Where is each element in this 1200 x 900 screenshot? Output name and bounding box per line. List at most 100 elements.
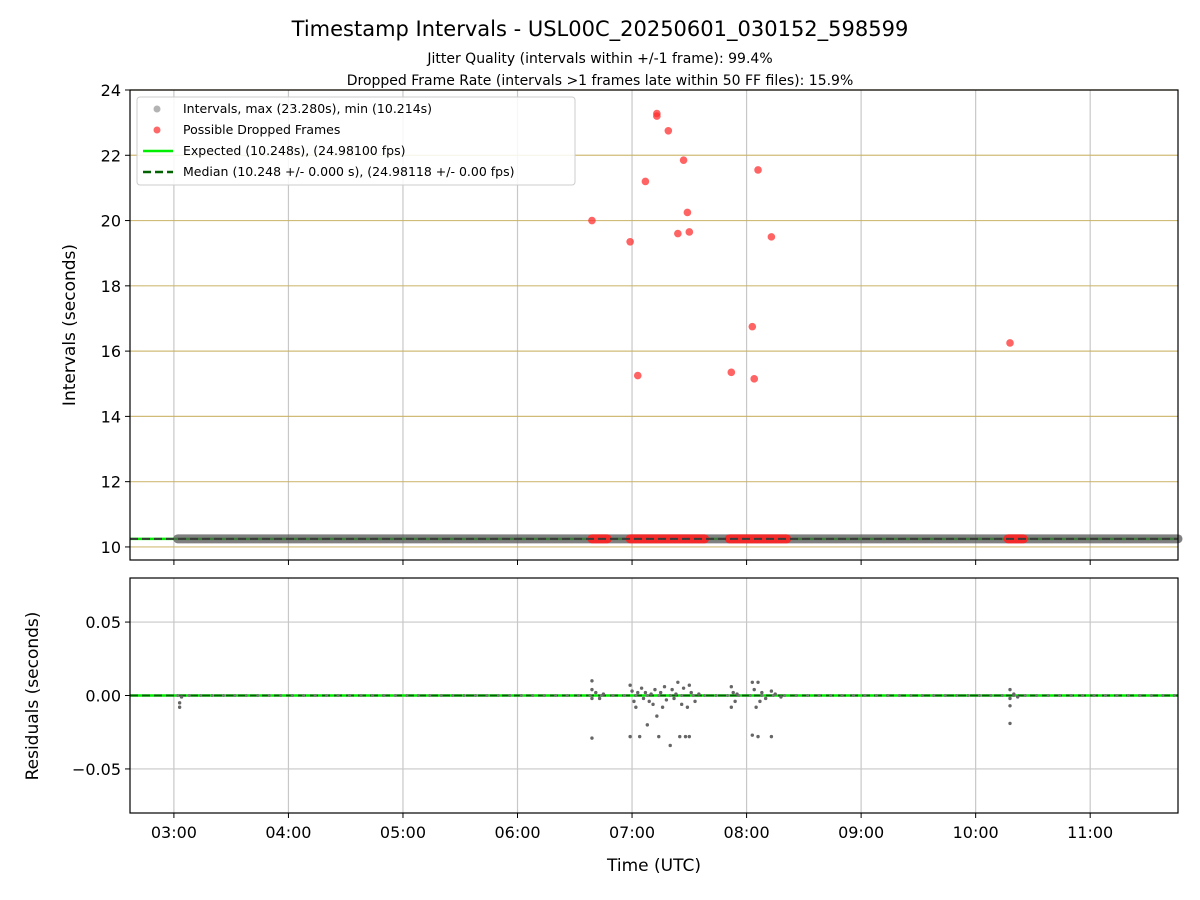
residual-point <box>601 692 606 696</box>
residual-baseline-point <box>370 694 374 697</box>
residual-point <box>758 699 762 704</box>
dropped-frame-point <box>674 229 682 238</box>
residual-baseline-point <box>1000 694 1004 697</box>
residual-point <box>1008 696 1012 701</box>
residual-baseline-point <box>1115 694 1119 697</box>
dropped-frame-point <box>767 233 776 241</box>
residual-point <box>1008 704 1012 708</box>
residual-point <box>636 690 640 695</box>
chart-subtitle-jitter: Jitter Quality (intervals within +/-1 fr… <box>426 51 772 67</box>
residual-baseline-point <box>382 694 386 697</box>
residual-baseline-point <box>187 694 191 697</box>
residual-baseline-point <box>565 694 569 697</box>
residual-point <box>590 696 594 701</box>
intervals-plot-frame <box>129 89 1179 561</box>
residual-point <box>632 699 636 704</box>
residual-point <box>179 695 184 699</box>
dropped-frame-point <box>641 177 650 186</box>
residual-baseline-point <box>416 694 420 697</box>
residual-baseline-point <box>760 694 764 697</box>
residual-baseline-point <box>244 694 248 697</box>
residual-point <box>645 723 650 727</box>
dropped-frame-point <box>683 208 692 217</box>
residuals-y-ticks: −0.05 0.00 0.05 <box>72 613 130 779</box>
residuals-x-ticks: 03:00 04:00 05:00 06:00 07:00 08:00 09:00 10:00… <box>151 813 1113 842</box>
residual-point <box>628 683 632 687</box>
residual-baseline-point <box>622 694 626 697</box>
residual-point <box>685 705 690 709</box>
residual-point <box>756 734 760 739</box>
residual-baseline-point <box>439 694 443 697</box>
residual-point <box>769 734 774 739</box>
residual-baseline-point <box>393 694 397 697</box>
residual-point <box>676 680 680 684</box>
intervals-y-axis-label: Intervals (seconds) <box>60 244 80 406</box>
residual-point <box>649 692 653 696</box>
dropped-frame-point <box>1006 339 1014 347</box>
residual-baseline-point <box>1035 694 1039 697</box>
residual-point <box>590 679 594 683</box>
residual-baseline-point <box>1058 694 1062 697</box>
x-tick-label: 10:00 <box>953 823 999 842</box>
residual-point <box>1008 687 1012 692</box>
residual-baseline-point <box>542 694 546 697</box>
residual-baseline-point <box>199 694 203 697</box>
intervals-y-tick-label: 24 <box>101 81 121 100</box>
residual-baseline-point <box>1172 694 1176 697</box>
intervals-y-ticks: 10 12 14 16 18 20 22 24 <box>101 81 130 557</box>
residual-baseline-point <box>874 694 878 697</box>
residual-baseline-point <box>657 694 661 697</box>
residual-baseline-point <box>840 694 844 697</box>
x-tick-label: 05:00 <box>380 823 426 842</box>
residual-baseline-point <box>222 694 226 697</box>
residual-baseline-point <box>1138 694 1142 697</box>
intervals-series <box>130 109 1183 544</box>
residual-point <box>687 683 692 687</box>
residuals-y-tick-label: −0.05 <box>72 760 121 779</box>
residual-baseline-point <box>989 694 993 697</box>
residual-baseline-point <box>508 694 512 697</box>
residual-baseline-point <box>588 694 592 697</box>
residual-baseline-point <box>966 694 970 697</box>
residual-baseline-point <box>405 694 409 697</box>
dropped-frame-point <box>727 368 736 377</box>
residuals-panel: −0.050.000.05 03:00 04:00 05:00 06:00 07:00 0… <box>23 577 1179 842</box>
residual-baseline-point <box>977 694 981 697</box>
dropped-frame-point <box>750 375 759 383</box>
residual-point <box>657 734 661 739</box>
residuals-series <box>130 679 1178 748</box>
residual-baseline-point <box>210 694 214 697</box>
residual-baseline-point <box>1126 694 1130 697</box>
residual-point <box>679 702 684 707</box>
intervals-y-tick-label: 10 <box>101 538 121 557</box>
residual-baseline-point <box>851 694 855 697</box>
residual-baseline-point <box>691 694 695 697</box>
residuals-y-tick-label: 0.05 <box>85 613 121 632</box>
dropped-frame-point <box>653 112 661 120</box>
dropped-frame-point <box>588 216 596 225</box>
residual-baseline-point <box>955 694 959 697</box>
residual-point <box>639 686 644 690</box>
residual-baseline-point <box>668 694 672 697</box>
residual-baseline-point <box>886 694 890 697</box>
residual-baseline-point <box>783 694 787 697</box>
legend-expected-label: Expected (10.248s), (24.98100 fps) <box>183 143 405 158</box>
intervals-x-ticks <box>173 560 1091 565</box>
dropped-frame-point <box>748 322 757 331</box>
residual-baseline-point <box>794 694 798 697</box>
residual-point <box>590 736 594 740</box>
residual-baseline-point <box>1092 694 1096 697</box>
x-tick-label: 08:00 <box>724 823 770 842</box>
intervals-y-tick-label: 14 <box>101 407 121 426</box>
residual-baseline-point <box>725 694 729 697</box>
residual-baseline-point <box>1103 694 1107 697</box>
residual-baseline-point <box>703 694 707 697</box>
legend-intervals-label: Intervals, max (23.280s), min (10.214s) <box>183 101 432 116</box>
legend-intervals-marker <box>153 105 161 113</box>
residual-baseline-point <box>519 694 523 697</box>
residual-point <box>662 684 667 689</box>
legend-dropped-frames-marker <box>153 126 161 134</box>
residual-baseline-point <box>290 694 294 697</box>
residual-point <box>752 687 756 692</box>
